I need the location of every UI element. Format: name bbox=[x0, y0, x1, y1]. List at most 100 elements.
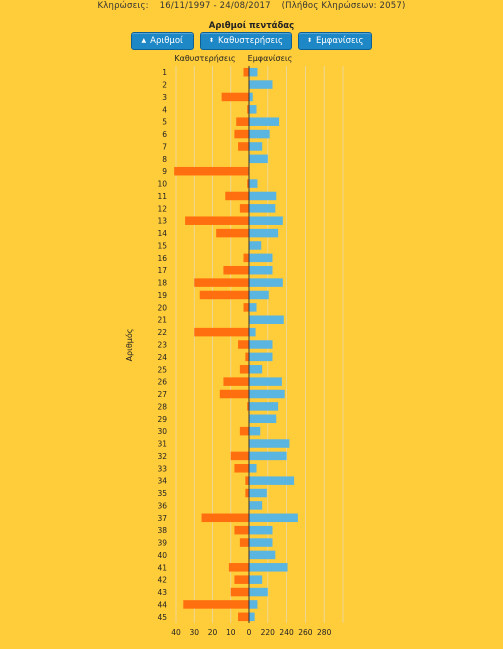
category-label-23: 23 bbox=[157, 341, 167, 350]
appearance-bar-12 bbox=[249, 204, 276, 213]
appearance-bar-39 bbox=[249, 538, 273, 547]
category-label-15: 15 bbox=[157, 241, 167, 250]
delay-bar-45 bbox=[238, 612, 249, 622]
sort-delays-button[interactable]: ⬍ Καθυστερήσεις bbox=[199, 32, 292, 50]
appearance-bar-31 bbox=[249, 439, 290, 448]
category-label-31: 31 bbox=[157, 440, 167, 449]
category-label-27: 27 bbox=[157, 390, 167, 399]
appearance-bar-36 bbox=[249, 501, 263, 510]
x-tick-right-280: 280 bbox=[317, 628, 332, 637]
x-tick-right-220: 220 bbox=[261, 628, 276, 637]
appearance-bar-10 bbox=[249, 179, 258, 188]
delay-bar-35 bbox=[245, 488, 249, 498]
category-label-26: 26 bbox=[157, 378, 167, 387]
category-label-1: 1 bbox=[162, 68, 167, 77]
sort-appearances-button[interactable]: ⬍ Εμφανίσεις bbox=[297, 32, 373, 50]
delay-bar-30 bbox=[239, 426, 249, 436]
category-label-34: 34 bbox=[157, 477, 167, 486]
appearance-bar-43 bbox=[249, 587, 268, 597]
category-label-42: 42 bbox=[157, 576, 167, 585]
appearance-bar-1 bbox=[249, 67, 258, 77]
delay-bar-17 bbox=[223, 265, 249, 275]
sort-numbers-button[interactable]: ▲ Αριθμοί bbox=[130, 32, 194, 50]
delay-bar-28 bbox=[247, 402, 249, 411]
appearance-bar-28 bbox=[249, 402, 279, 411]
delay-bar-12 bbox=[239, 204, 249, 213]
delay-bar-27 bbox=[219, 389, 249, 399]
appearance-bar-8 bbox=[249, 154, 268, 164]
category-label-13: 13 bbox=[157, 217, 167, 226]
category-label-30: 30 bbox=[157, 427, 167, 436]
appearance-bar-32 bbox=[249, 451, 287, 461]
appearance-bar-30 bbox=[249, 426, 261, 436]
chart-title: Αριθμοί πεντάδας bbox=[208, 21, 295, 31]
x-tick-left-0: 0 bbox=[247, 628, 252, 637]
appearance-bar-41 bbox=[249, 563, 288, 572]
appearance-bar-33 bbox=[249, 464, 257, 473]
category-label-21: 21 bbox=[157, 316, 167, 325]
category-label-22: 22 bbox=[157, 328, 167, 337]
appearance-bar-2 bbox=[249, 80, 273, 89]
delay-bars bbox=[174, 67, 249, 622]
appearance-bar-40 bbox=[249, 550, 276, 560]
sort-appearances-label: Εμφανίσεις bbox=[316, 36, 364, 46]
appearance-bar-23 bbox=[249, 340, 273, 349]
appearance-bar-25 bbox=[249, 365, 263, 374]
delay-bar-9 bbox=[174, 166, 249, 176]
sort-numbers-label: Αριθμοί bbox=[150, 36, 183, 46]
category-label-45: 45 bbox=[157, 613, 167, 622]
delay-bar-37 bbox=[201, 513, 249, 523]
sort-button-group: ▲ Αριθμοί ⬍ Καθυστερήσεις ⬍ Εμφανίσεις bbox=[0, 32, 503, 50]
appearance-bar-37 bbox=[249, 513, 298, 523]
delay-bar-6 bbox=[234, 129, 249, 139]
appearance-bar-16 bbox=[249, 253, 273, 263]
category-label-19: 19 bbox=[157, 291, 167, 300]
category-label-39: 39 bbox=[157, 539, 167, 548]
delay-bar-41 bbox=[228, 563, 249, 572]
delay-bar-10 bbox=[247, 179, 249, 188]
x-tick-right-240: 240 bbox=[279, 628, 294, 637]
appearance-bar-7 bbox=[249, 142, 263, 151]
delay-bar-25 bbox=[239, 365, 249, 374]
category-labels: 1234567891011121314151617181920212223242… bbox=[157, 68, 167, 622]
category-label-43: 43 bbox=[157, 588, 167, 597]
category-label-40: 40 bbox=[157, 551, 167, 560]
delay-bar-39 bbox=[239, 538, 249, 547]
category-label-36: 36 bbox=[157, 501, 167, 510]
category-label-2: 2 bbox=[162, 81, 167, 90]
draws-count: (Πλήθος Κληρώσεων: 2057) bbox=[281, 1, 406, 11]
appearance-bar-35 bbox=[249, 488, 267, 498]
category-label-25: 25 bbox=[157, 365, 167, 374]
y-axis-label: Αριθμός bbox=[124, 329, 134, 362]
delay-bar-3 bbox=[221, 92, 249, 102]
category-label-38: 38 bbox=[157, 526, 167, 535]
category-label-5: 5 bbox=[162, 118, 167, 127]
delay-bar-1 bbox=[243, 67, 249, 77]
category-label-7: 7 bbox=[162, 142, 167, 151]
appearance-bar-22 bbox=[249, 327, 256, 337]
appearance-bar-3 bbox=[249, 92, 253, 102]
legend-appearances: Εμφανίσεις bbox=[248, 54, 293, 63]
category-label-10: 10 bbox=[157, 180, 167, 189]
category-label-44: 44 bbox=[157, 600, 167, 609]
draws-label: Κληρώσεις: bbox=[97, 1, 149, 11]
category-label-4: 4 bbox=[162, 105, 167, 114]
sort-arrows-icon: ⬍ bbox=[208, 37, 214, 44]
appearance-bar-6 bbox=[249, 129, 270, 139]
category-label-16: 16 bbox=[157, 254, 167, 263]
delay-bar-5 bbox=[236, 117, 249, 126]
x-tick-labels: 40 30 20 10 0 220 240 260 280 bbox=[171, 628, 331, 637]
appearance-bar-38 bbox=[249, 525, 273, 535]
x-tick-right-260: 260 bbox=[298, 628, 313, 637]
category-label-18: 18 bbox=[157, 279, 167, 288]
delay-bar-11 bbox=[225, 191, 249, 201]
x-tick-left-20: 20 bbox=[208, 628, 218, 637]
appearance-bar-26 bbox=[249, 377, 282, 386]
x-tick-left-30: 30 bbox=[189, 628, 199, 637]
category-label-24: 24 bbox=[157, 353, 167, 362]
legend-delays: Καθυστερήσεις bbox=[174, 54, 235, 63]
appearance-bar-21 bbox=[249, 315, 284, 324]
category-label-28: 28 bbox=[157, 402, 167, 411]
draws-header: Κληρώσεις: 16/11/1997 - 24/08/2017 (Πλήθ… bbox=[0, 1, 503, 11]
